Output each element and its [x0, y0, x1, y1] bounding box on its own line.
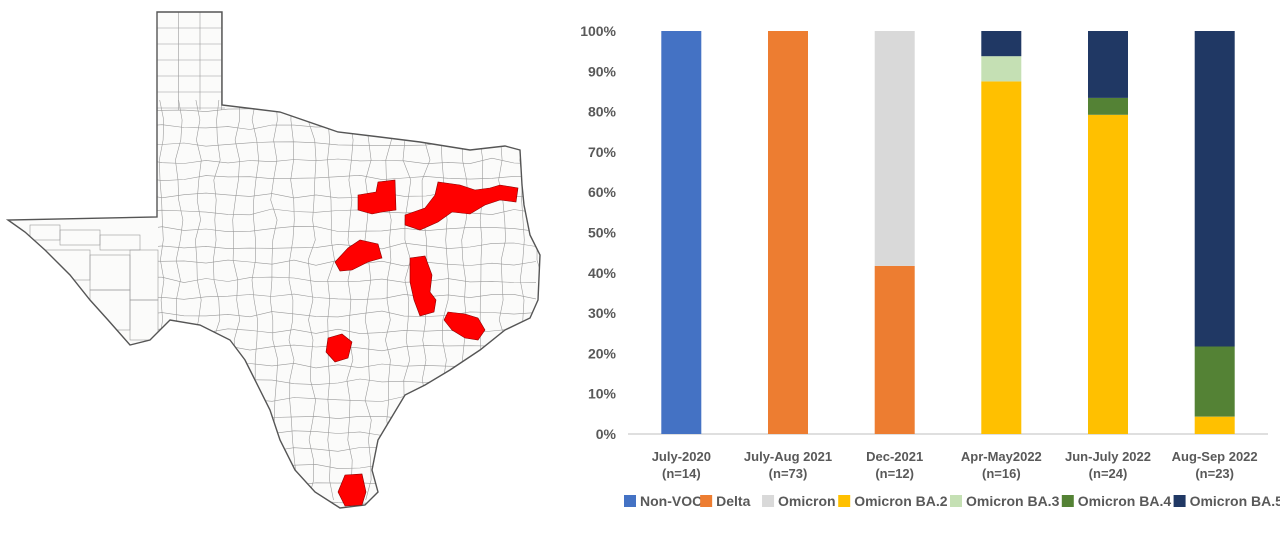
county-line: [8, 99, 12, 501]
legend-label: Omicron BA.2: [854, 493, 948, 509]
legend-label: Delta: [716, 493, 750, 509]
x-tick-count-label: (n=73): [769, 466, 808, 481]
highlighted-county: [325, 333, 353, 363]
county-line: [327, 99, 335, 501]
legend-label: Omicron BA.5: [1190, 493, 1280, 509]
legend-swatch: [700, 495, 713, 507]
variant-proportion-chart: 0% 10% 20% 30% 40% 50% 60% 70% 80% 90% 100% July-2…: [560, 0, 1280, 530]
county-line: [99, 234, 141, 251]
x-tick-count-label: (n=16): [982, 466, 1021, 481]
y-tick-label: 60%: [588, 184, 617, 200]
bar-segment: [981, 31, 1022, 57]
bar-segment: [661, 31, 702, 434]
county-line: [42, 99, 50, 501]
x-tick-count-label: (n=24): [1089, 466, 1128, 481]
highlighted-county: [337, 473, 367, 507]
bar-segment: [1088, 114, 1128, 435]
legend-label: Omicron BA.4: [1078, 493, 1172, 509]
highlighted-county: [404, 181, 519, 231]
highlighted-county: [357, 179, 397, 215]
y-tick-label: 100%: [580, 23, 616, 39]
x-axis: July-2020 (n=14) July-Aug 2021 (n=73) Dec-20…: [652, 449, 1258, 481]
county-line: [8, 480, 537, 487]
x-tick-label: Apr-May2022: [961, 449, 1042, 464]
texas-state-outline: [5, 11, 541, 509]
legend-label: Omicron BA.3: [966, 493, 1060, 509]
bar-segment: [874, 31, 915, 266]
county-line: [8, 446, 537, 454]
y-tick-label: 10%: [588, 386, 617, 402]
legend-swatch: [1061, 495, 1074, 507]
county-line: [8, 463, 537, 471]
stacked-bar-chart: 0% 10% 20% 30% 40% 50% 60% 70% 80% 90% 100% July-2…: [580, 23, 1280, 509]
x-tick-count-label: (n=14): [662, 466, 701, 481]
highlighted-county: [409, 255, 437, 317]
legend: Non-VOC Delta Omicron Omicron BA.2 Omicron B…: [624, 493, 1280, 509]
county-line: [288, 99, 298, 501]
bars: [661, 31, 1235, 435]
county-line: [129, 299, 159, 341]
county-line: [79, 99, 89, 501]
legend-label: Non-VOC: [640, 493, 702, 509]
texas-map-svg: [5, 11, 541, 509]
highlighted-counties: [325, 179, 519, 507]
county-boundaries: [8, 12, 540, 508]
y-tick-label: 40%: [588, 265, 617, 281]
county-line: [307, 99, 317, 501]
legend-label: Omicron: [778, 493, 836, 509]
y-tick-label: 70%: [588, 144, 617, 160]
y-tick-label: 20%: [588, 345, 617, 361]
x-tick-label: Jun-July 2022: [1065, 449, 1151, 464]
bar-segment: [1194, 346, 1235, 417]
y-tick-label: 0%: [596, 426, 617, 442]
bar-segment: [1088, 97, 1128, 115]
x-tick-label: Dec-2021: [866, 449, 923, 464]
bar-segment: [1088, 31, 1128, 98]
y-axis: 0% 10% 20% 30% 40% 50% 60% 70% 80% 90% 100%: [580, 23, 616, 442]
legend-swatch: [624, 495, 636, 507]
y-tick-label: 80%: [588, 104, 617, 120]
county-line: [8, 497, 537, 505]
county-line: [60, 99, 70, 501]
county-line: [23, 99, 32, 500]
highlighted-county: [443, 311, 486, 341]
bar-segment: [874, 265, 915, 434]
bar-segment: [981, 56, 1022, 82]
x-tick-count-label: (n=12): [875, 466, 914, 481]
bar-segment: [1194, 31, 1235, 347]
highlighted-county: [334, 239, 383, 272]
legend-swatch: [950, 495, 962, 507]
x-tick-label: Aug-Sep 2022: [1172, 449, 1258, 464]
y-tick-label: 30%: [588, 305, 617, 321]
x-tick-label: July-2020: [652, 449, 711, 464]
x-tick-label: July-Aug 2021: [744, 449, 832, 464]
bar-segment: [981, 81, 1022, 435]
legend-swatch: [762, 495, 775, 507]
x-tick-count-label: (n=23): [1195, 466, 1234, 481]
texas-county-map: [0, 0, 560, 530]
county-line: [346, 99, 354, 501]
legend-swatch: [838, 495, 851, 507]
y-tick-label: 90%: [588, 63, 617, 79]
bar-segment: [1194, 416, 1235, 434]
county-line: [8, 429, 537, 436]
y-tick-label: 50%: [588, 225, 617, 241]
legend-swatch: [1173, 495, 1186, 507]
bar-segment: [768, 31, 808, 434]
